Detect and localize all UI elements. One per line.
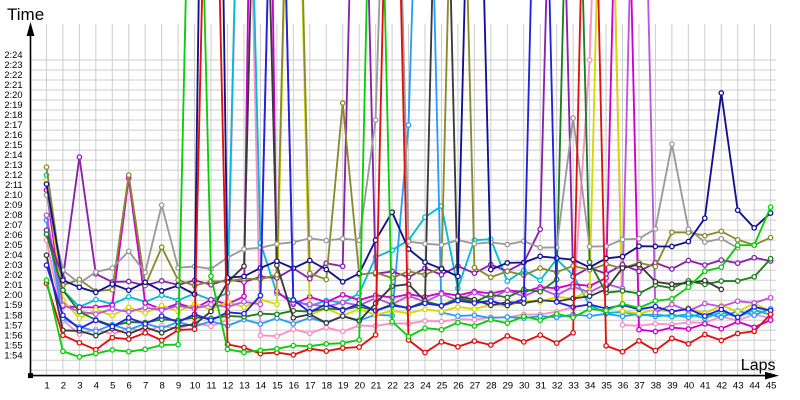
svg-text:13: 13: [239, 381, 250, 392]
svg-text:2:17: 2:17: [4, 120, 22, 130]
svg-text:2:10: 2:10: [4, 190, 22, 200]
svg-text:45: 45: [766, 381, 777, 392]
svg-text:1:56: 1:56: [4, 330, 22, 340]
svg-text:2:24: 2:24: [4, 50, 22, 60]
svg-text:37: 37: [634, 381, 645, 392]
svg-text:12: 12: [223, 381, 234, 392]
svg-text:17: 17: [305, 381, 316, 392]
svg-text:3: 3: [77, 381, 82, 392]
svg-text:23: 23: [404, 381, 415, 392]
svg-text:8: 8: [160, 381, 165, 392]
svg-text:42: 42: [716, 381, 727, 392]
svg-text:1:54: 1:54: [4, 350, 22, 360]
svg-text:19: 19: [338, 381, 349, 392]
svg-text:Time: Time: [7, 5, 44, 24]
svg-text:10: 10: [190, 381, 201, 392]
svg-text:34: 34: [585, 381, 596, 392]
svg-text:5: 5: [110, 381, 115, 392]
svg-text:28: 28: [486, 381, 497, 392]
svg-text:2:11: 2:11: [5, 180, 22, 190]
svg-text:25: 25: [437, 381, 448, 392]
svg-text:2:14: 2:14: [4, 150, 22, 160]
svg-text:2: 2: [61, 381, 66, 392]
svg-text:7: 7: [143, 381, 148, 392]
svg-text:40: 40: [684, 381, 695, 392]
svg-text:35: 35: [601, 381, 612, 392]
svg-text:30: 30: [519, 381, 530, 392]
svg-text:27: 27: [470, 381, 481, 392]
svg-text:21: 21: [371, 381, 382, 392]
svg-text:31: 31: [535, 381, 546, 392]
svg-text:2:12: 2:12: [4, 170, 22, 180]
svg-text:29: 29: [502, 381, 513, 392]
svg-text:16: 16: [288, 381, 299, 392]
svg-text:4: 4: [94, 381, 100, 392]
svg-text:2:01: 2:01: [4, 280, 22, 290]
svg-text:6: 6: [127, 381, 132, 392]
svg-text:1:55: 1:55: [4, 340, 22, 350]
svg-text:2:06: 2:06: [4, 230, 22, 240]
svg-text:2:13: 2:13: [4, 160, 22, 170]
svg-text:1:57: 1:57: [4, 320, 22, 330]
svg-text:2:09: 2:09: [4, 200, 22, 210]
svg-text:2:16: 2:16: [4, 130, 22, 140]
svg-text:2:03: 2:03: [4, 260, 22, 270]
svg-text:2:21: 2:21: [4, 80, 22, 90]
svg-text:18: 18: [321, 381, 332, 392]
svg-text:2:08: 2:08: [4, 210, 22, 220]
svg-text:2:07: 2:07: [4, 220, 22, 230]
svg-text:36: 36: [618, 381, 629, 392]
svg-text:9: 9: [176, 381, 181, 392]
svg-text:2:20: 2:20: [4, 90, 22, 100]
svg-text:1: 1: [44, 381, 49, 392]
svg-text:43: 43: [733, 381, 744, 392]
svg-text:44: 44: [749, 381, 760, 392]
svg-text:14: 14: [256, 381, 267, 392]
svg-text:2:04: 2:04: [4, 250, 22, 260]
svg-text:2:22: 2:22: [4, 70, 22, 80]
svg-text:32: 32: [552, 381, 563, 392]
svg-text:2:19: 2:19: [4, 100, 22, 110]
svg-text:11: 11: [207, 381, 217, 392]
svg-text:39: 39: [667, 381, 678, 392]
svg-text:41: 41: [700, 381, 711, 392]
svg-text:33: 33: [568, 381, 579, 392]
svg-text:26: 26: [453, 381, 464, 392]
svg-text:15: 15: [272, 381, 283, 392]
svg-text:2:05: 2:05: [4, 240, 22, 250]
svg-text:2:15: 2:15: [4, 140, 22, 150]
svg-text:Laps: Laps: [741, 357, 776, 374]
svg-text:2:18: 2:18: [4, 110, 22, 120]
svg-text:38: 38: [651, 381, 662, 392]
svg-text:1:59: 1:59: [4, 300, 22, 310]
svg-text:20: 20: [354, 381, 365, 392]
svg-text:2:02: 2:02: [4, 270, 22, 280]
svg-text:22: 22: [387, 381, 398, 392]
svg-text:2:23: 2:23: [4, 60, 22, 70]
svg-text:2:00: 2:00: [4, 290, 22, 300]
svg-text:24: 24: [420, 381, 431, 392]
svg-text:1:58: 1:58: [4, 310, 22, 320]
